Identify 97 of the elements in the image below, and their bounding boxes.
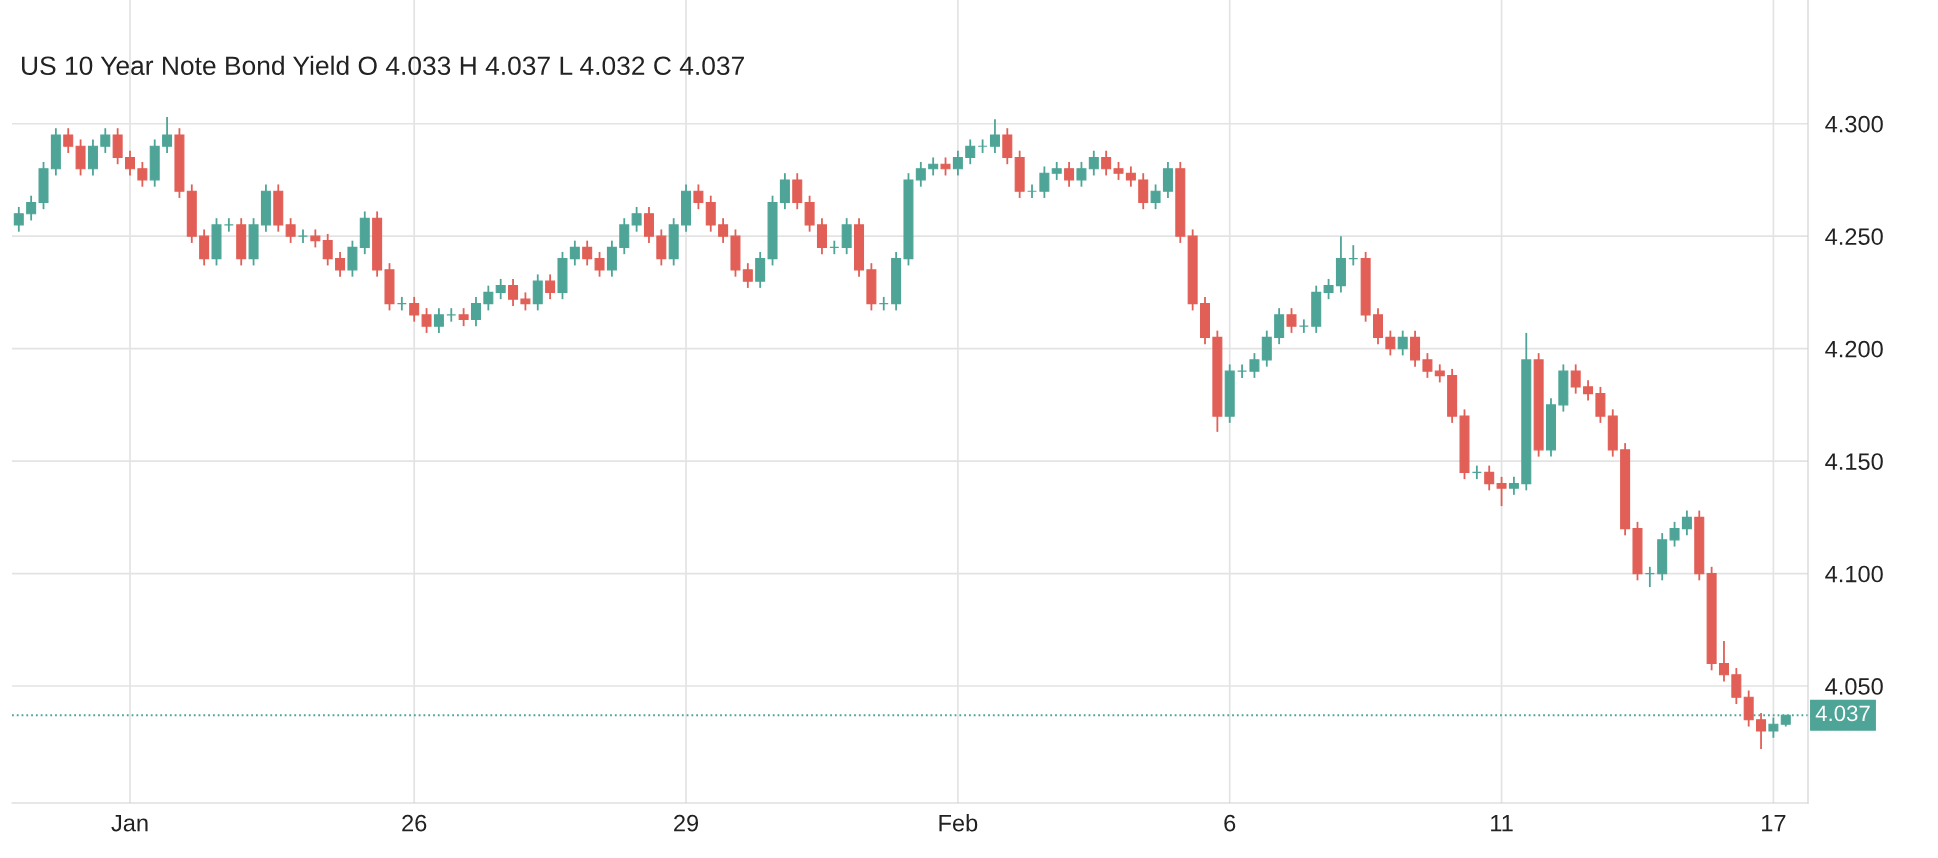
candlestick: [1768, 716, 1779, 739]
candlestick: [1397, 329, 1408, 357]
candlestick: [125, 149, 136, 177]
candlestick: [1138, 172, 1149, 211]
candlestick: [1372, 307, 1384, 346]
x-tick-label: Feb: [939, 814, 978, 832]
y-tick-label: 4.250: [1825, 228, 1883, 245]
candlestick: [75, 138, 86, 177]
candlestick: [1162, 161, 1173, 199]
y-tick-label: 4.200: [1825, 340, 1883, 358]
candlestick: [989, 118, 1000, 154]
candlestick: [508, 278, 519, 307]
candlestick: [1101, 149, 1112, 177]
candlestick: [1669, 520, 1680, 548]
candlestick: [1570, 363, 1581, 395]
y-tick-label: 4.050: [1825, 678, 1883, 695]
candlestick: [792, 172, 803, 211]
candlestick: [656, 228, 667, 267]
candlestick: [643, 206, 654, 244]
y-tick-label: 4.100: [1825, 565, 1883, 583]
candlestick: [569, 239, 580, 267]
candlestick: [495, 278, 506, 301]
candlestick: [112, 127, 123, 166]
ref-line-label: 4.037: [1815, 705, 1870, 722]
candlestick: [742, 262, 753, 289]
candlestick: [755, 251, 766, 289]
candlestick: [1323, 278, 1334, 301]
candlestick: [433, 307, 444, 334]
candlestick: [1681, 509, 1692, 537]
candlestick: [693, 183, 704, 211]
candlestick: [1076, 161, 1087, 188]
candlestick: [816, 217, 827, 256]
candlestick: [545, 273, 556, 301]
candlestick: [631, 206, 642, 233]
candlestick: [335, 251, 346, 278]
y-tick-label: 4.150: [1825, 453, 1883, 470]
candlestick: [446, 307, 457, 323]
candlestick: [1410, 329, 1421, 368]
candlestick: [915, 161, 926, 188]
candlestick: [223, 217, 234, 233]
candlestick: [409, 296, 420, 323]
x-tick-label: 6: [1224, 814, 1236, 832]
candlestick: [322, 233, 333, 267]
candlestick: [26, 194, 37, 222]
candlestick: [705, 194, 716, 233]
candlestick: [619, 217, 630, 256]
x-tick-label: 29: [674, 814, 699, 832]
x-tick-label: Jan: [111, 814, 148, 832]
candlestick: [1731, 667, 1742, 705]
text: US 10 Year Note Bond Yield O 4.033 H 4.037 L 4.032 C 4.037: [22, 55, 744, 76]
candlestick: [63, 127, 74, 154]
candlestick: [1237, 363, 1248, 379]
candlestick: [1298, 318, 1309, 334]
x-tick-label: 26: [402, 814, 427, 832]
candlestick: [1150, 183, 1161, 211]
candlestick: [87, 138, 98, 177]
candlestick: [1484, 464, 1495, 492]
candlestick: [1002, 127, 1013, 166]
candlestick: [1064, 161, 1075, 188]
x-tick-label: 17: [1762, 814, 1786, 832]
candlestick: [532, 273, 543, 312]
x-tick-label: 11: [1491, 814, 1513, 832]
candlestick: [285, 217, 296, 244]
candlestick: [718, 217, 729, 244]
candlestick: [606, 239, 617, 278]
y-tick-label: 4.300: [1825, 115, 1883, 133]
candlestick: [1286, 307, 1297, 334]
candlestick: [1261, 329, 1272, 368]
candlestick: [100, 127, 111, 154]
candlestick: [1039, 165, 1050, 199]
candlestick: [13, 206, 24, 233]
candlestick: [421, 307, 432, 334]
candlestick: [1274, 307, 1285, 346]
candlestick: [199, 228, 210, 267]
candlestick: [1718, 640, 1729, 683]
candlestick: [804, 194, 815, 233]
candlestick: [162, 116, 173, 154]
candlestick: [1595, 385, 1606, 424]
candlestick: [1756, 712, 1767, 750]
candlestick: [1385, 329, 1396, 357]
candlestick: [952, 149, 963, 177]
candlestick: [1496, 475, 1507, 507]
candlestick: [470, 296, 481, 328]
candlestick: [137, 161, 148, 188]
candlestick: [1743, 689, 1754, 728]
candlestick: [1125, 165, 1136, 188]
candlestick: [965, 138, 976, 166]
candlestick: [347, 239, 358, 278]
candlestick: [841, 217, 852, 256]
candlestick: [1583, 379, 1594, 402]
candlestick: [594, 251, 605, 278]
candlestick: [779, 172, 790, 211]
candlestick: [1422, 352, 1433, 379]
candlestick: [1088, 149, 1099, 177]
candlestick: [582, 239, 593, 267]
candlestick: [1249, 352, 1260, 379]
candlestick: [483, 284, 494, 312]
